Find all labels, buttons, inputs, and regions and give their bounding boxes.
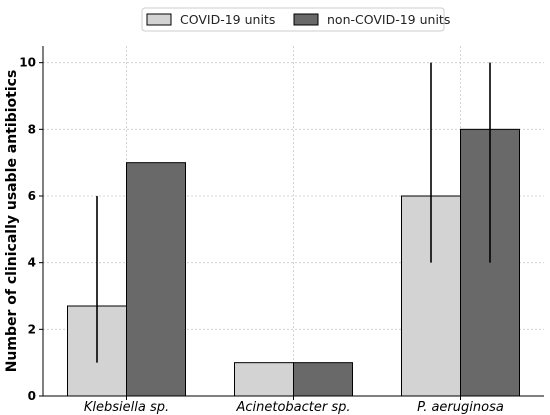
legend: COVID-19 units non-COVID-19 units — [141, 7, 450, 32]
y-tick-label: 4 — [28, 256, 36, 270]
axes — [39, 46, 544, 400]
legend-swatch — [146, 13, 172, 26]
legend-box — [141, 7, 445, 32]
y-axis-label: Number of clinically usable antibiotics — [4, 70, 20, 373]
y-tick-label: 0 — [28, 389, 36, 403]
x-tick-label: Klebsiella sp. — [84, 400, 169, 415]
error-bars — [96, 62, 491, 363]
y-tick-label: 2 — [28, 322, 36, 336]
bar — [126, 162, 186, 397]
bar — [234, 362, 294, 397]
axis-labels: 0 2 4 6 8 10 Klebsiella sp. Acinetobacter sp. P.… — [19, 56, 504, 415]
legend-label: COVID-19 units — [180, 12, 275, 27]
y-tick-label: 10 — [19, 56, 36, 70]
x-tick-label: Acinetobacter sp. — [235, 400, 350, 415]
legend-label: non-COVID-19 units — [327, 12, 450, 27]
y-tick-label: 8 — [28, 122, 36, 136]
x-tick-label: P. aeruginosa — [417, 400, 504, 415]
legend-swatch — [293, 13, 319, 26]
bar — [293, 362, 353, 397]
y-tick-label: 6 — [28, 189, 36, 203]
